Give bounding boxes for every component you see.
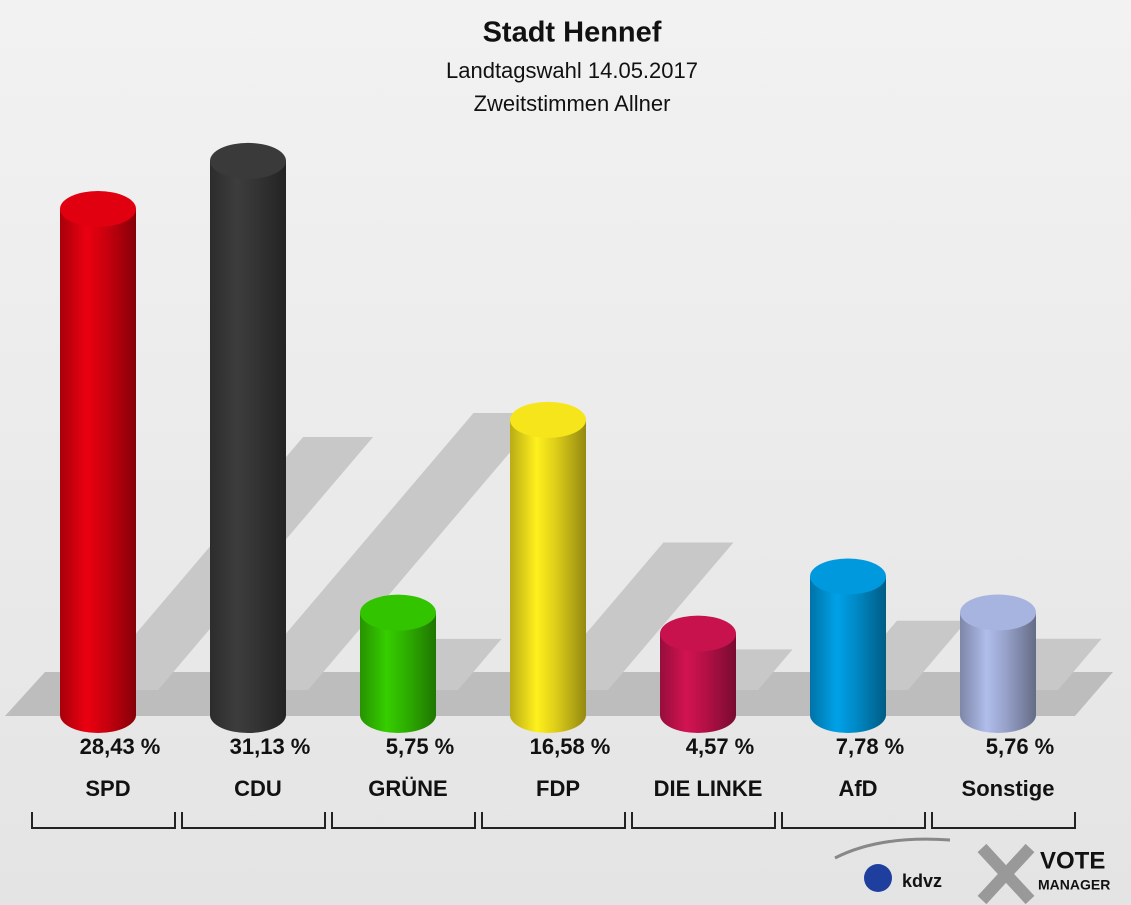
value-label: 28,43 % [80,734,161,759]
bar [960,612,1036,733]
logo: kdvz VOTE MANAGER [834,837,1110,905]
logo-text: VOTE [1040,847,1105,874]
logo-subtext: MANAGER [1038,877,1110,893]
brand-text: kdvz [902,871,942,891]
bar-top [660,615,736,652]
value-label: 4,57 % [686,734,755,759]
x-tick-label: SPD [85,776,130,801]
logo-swoosh [834,837,951,860]
bar [660,633,736,733]
bar-top [810,558,886,595]
logo-dot [864,864,892,892]
bar-top [60,190,136,227]
category-bracket [331,812,476,829]
chart-subtitle: Zweitstimmen Allner [474,91,671,116]
bar-shadow [538,542,734,690]
x-tick-label: Sonstige [962,776,1055,801]
chart-title: Stadt Hennef [483,17,662,49]
bar-top [210,142,286,179]
bar [510,419,586,733]
value-label: 16,58 % [530,734,611,759]
chart-subtitle: Landtagswahl 14.05.2017 [446,58,698,83]
bar [60,208,136,733]
bar-top [360,594,436,631]
value-label: 5,76 % [986,734,1055,759]
category-bracket [931,812,1076,829]
x-tick-label: AfD [838,776,877,801]
x-tick-label: GRÜNE [368,776,447,801]
bar-top [510,401,586,438]
category-bracket [781,812,926,829]
value-label: 7,78 % [836,734,905,759]
logo-cross [977,843,1035,905]
category-bracket [31,812,176,829]
x-tick-label: CDU [234,776,282,801]
value-label: 5,75 % [386,734,455,759]
category-bracket [181,812,326,829]
category-bracket [481,812,626,829]
bar-shadow [238,412,544,690]
value-label: 31,13 % [230,734,311,759]
x-tick-label: DIE LINKE [654,776,763,801]
bar [360,612,436,733]
x-tick-label: FDP [536,776,580,801]
bar-top [960,594,1036,631]
category-bracket [631,812,776,829]
bar [810,576,886,733]
bar [210,160,286,734]
